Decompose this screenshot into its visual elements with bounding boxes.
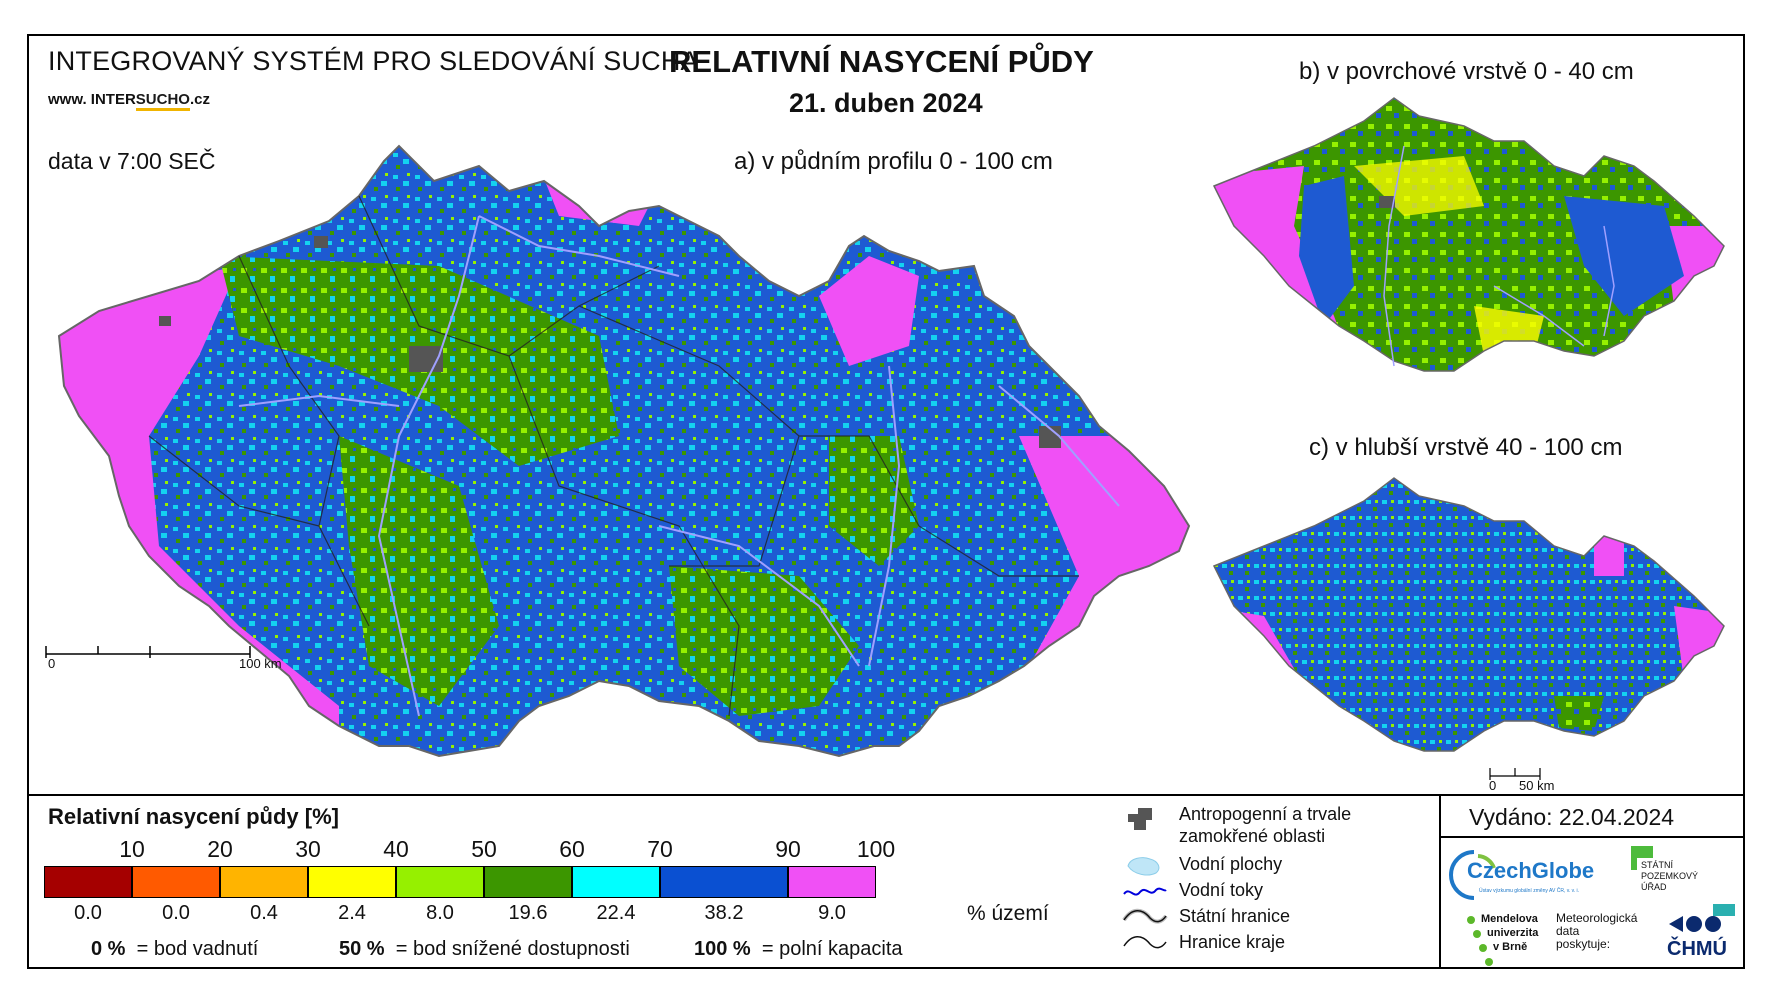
legend-swatch (308, 866, 396, 898)
meteo-data-provider: Meteorologická data poskytuje: (1556, 911, 1638, 951)
symbol-region-border: Hranice kraje (1179, 932, 1286, 952)
legend-tick: 70 (647, 836, 673, 862)
map-c-title: c) v hlubší vrstvě 40 - 100 cm (1309, 434, 1623, 461)
note-field-capacity: 100 % = polní kapacita (694, 938, 903, 960)
issued-date: Vydáno: 22.04.2024 (1469, 804, 1675, 830)
map-c-deeper (1212, 477, 1725, 780)
legend-area-pct: 19.6 (508, 902, 548, 924)
legend-swatch (44, 866, 132, 898)
symbol-state-border: Státní hranice (1179, 906, 1291, 926)
website-suffix: .cz (189, 91, 210, 108)
legend-swatch (572, 866, 660, 898)
czechglobe-name: CzechGlobe (1467, 858, 1595, 883)
legend-swatch (788, 866, 876, 898)
legend-area-pct: 38.2 (704, 902, 744, 924)
mendel-university-logo (1467, 916, 1493, 966)
legend-swatch (220, 866, 308, 898)
legend-tick: 20 (207, 836, 233, 862)
legend-swatch (132, 866, 220, 898)
website-link[interactable]: www. INTERSUCHO.cz (48, 91, 210, 111)
legend-divider (29, 794, 1743, 796)
state-border-icon (1122, 908, 1168, 924)
data-time: data v 7:00 SEČ (48, 148, 216, 174)
spu-logo (1631, 846, 1735, 916)
czechglobe-subtitle: Ústav výzkumu globální změny AV ČR, v. v… (1479, 888, 1580, 894)
legend-area-unit: % území (967, 902, 1049, 925)
legend-tick: 50 (471, 836, 497, 862)
map-frame: INTEGROVANÝ SYSTÉM PRO SLEDOVÁNÍ SUCHA w… (27, 34, 1745, 969)
chmu-logo-mark (1669, 916, 1721, 932)
map-a-title: a) v půdním profilu 0 - 100 cm (734, 148, 1053, 175)
legend-swatch (484, 866, 572, 898)
czechglobe-logo (1449, 850, 1496, 900)
footer-divider (1439, 794, 1441, 969)
legend-tick: 90 (775, 836, 801, 862)
note-reduced-availability: 50 % = bod snížené dostupnosti (339, 938, 630, 960)
legend-swatch (396, 866, 484, 898)
spu-name: STÁTNÍ POZEMKOVÝ ÚŘAD (1641, 860, 1699, 892)
map-a-soil-profile (45, 144, 1191, 758)
legend-area-pct: 0.4 (250, 902, 278, 924)
region-border-icon (1123, 936, 1167, 949)
symbol-rivers: Vodní toky (1179, 880, 1264, 900)
mendel-university-name: Mendelova univerzita v Brně (1481, 913, 1539, 953)
note-wilting-point: 0 % = bod vadnutí (91, 938, 259, 960)
legend-area-pct: 9.0 (818, 902, 846, 924)
symbol-urban-line1: Antropogenní a trvale (1179, 804, 1352, 824)
scale-a-zero: 0 (48, 656, 56, 671)
legend-area-pct: 0.0 (162, 902, 190, 924)
legend-tick: 30 (295, 836, 321, 862)
legend-tick: 10 (119, 836, 145, 862)
map-b-surface (1212, 97, 1725, 372)
scale-bar-c (1489, 768, 1541, 780)
scale-c-end: 50 km (1519, 778, 1555, 793)
symbol-urban-line2: zamokřené oblasti (1179, 826, 1326, 846)
main-date: 21. duben 2024 (789, 88, 983, 118)
chmu-name: ČHMÚ (1667, 938, 1727, 960)
symbol-water-bodies: Vodní plochy (1179, 854, 1283, 874)
water-body-icon (1127, 857, 1160, 876)
system-title: INTEGROVANÝ SYSTÉM PRO SLEDOVÁNÍ SUCHA (48, 46, 699, 76)
main-title: RELATIVNÍ NASYCENÍ PŮDY (669, 44, 1094, 79)
legend-tick: 60 (559, 836, 585, 862)
river-icon (1123, 887, 1167, 896)
legend-tick: 100 (856, 836, 896, 862)
legend-swatch (660, 866, 788, 898)
legend-area-pct: 0.0 (74, 902, 102, 924)
website-prefix: www. INTER (48, 91, 136, 108)
legend-area-pct: 2.4 (338, 902, 366, 924)
legend-area-pct: 22.4 (596, 902, 636, 924)
scale-bar-a (45, 646, 251, 658)
urban-area-icon (1128, 808, 1152, 830)
website-accent: SUCHO (135, 91, 190, 111)
scale-c-zero: 0 (1489, 778, 1497, 793)
legend-tick: 40 (383, 836, 409, 862)
legend-area-pct: 8.0 (426, 902, 454, 924)
scale-a-end: 100 km (239, 656, 282, 671)
issued-divider (1439, 836, 1743, 838)
legend-title: Relativní nasycení půdy [%] (48, 804, 339, 829)
map-b-title: b) v povrchové vrstvě 0 - 40 cm (1299, 58, 1634, 85)
